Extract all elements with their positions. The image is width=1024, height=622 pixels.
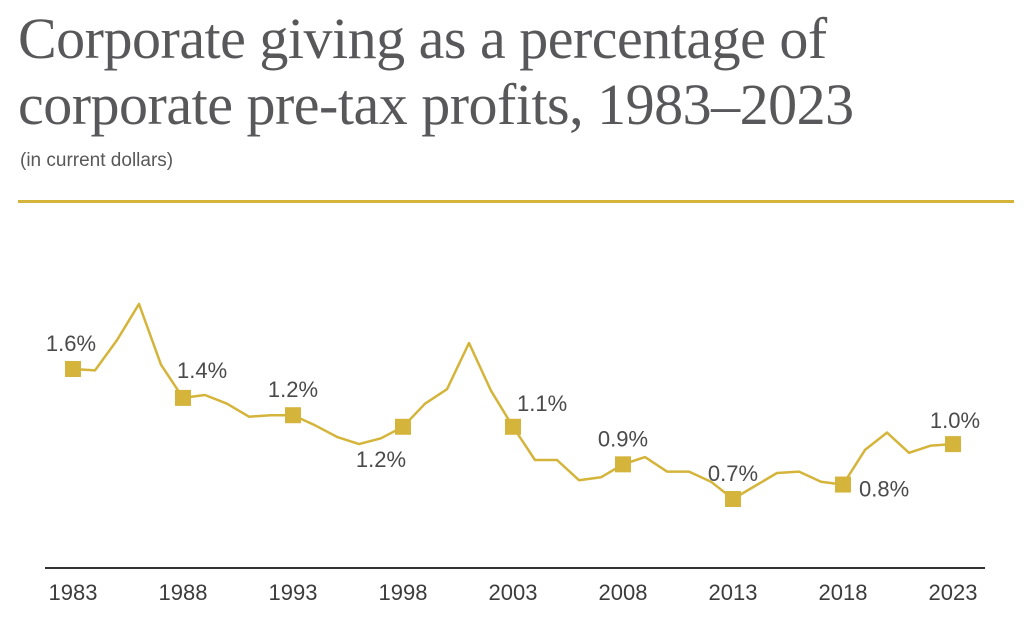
x-tick-label: 2013 <box>709 580 758 605</box>
data-marker-2008 <box>615 456 631 473</box>
data-marker-2013 <box>725 491 741 507</box>
data-markers <box>65 361 961 507</box>
data-marker-2003 <box>505 418 521 435</box>
chart-subtitle: (in current dollars) <box>20 150 174 171</box>
data-marker-2018 <box>835 476 851 493</box>
data-marker-1988 <box>175 389 191 406</box>
data-labels: 1.6% 1.4% 1.2% 1.2% 1.1% 0.9% 0.7% 0.8% 1.0% <box>46 331 980 502</box>
data-label-2003: 1.1% <box>517 391 567 416</box>
data-marker-1993 <box>285 407 301 424</box>
x-tick-label: 2018 <box>819 580 868 605</box>
data-label-1983: 1.6% <box>46 331 96 356</box>
data-label-1998: 1.2% <box>356 447 406 472</box>
data-label-2018: 0.8% <box>859 477 909 502</box>
series-line <box>72 302 954 501</box>
data-marker-1983 <box>65 361 81 377</box>
chart-title: Corporate giving as a percentage of corp… <box>18 6 854 137</box>
x-tick-label: 2003 <box>489 580 538 605</box>
data-marker-2023 <box>945 436 961 453</box>
data-label-2023: 1.0% <box>930 408 980 433</box>
title-divider <box>18 200 1014 203</box>
data-label-1993: 1.2% <box>268 377 318 402</box>
x-tick-label: 1998 <box>379 580 428 605</box>
x-tick-label: 1988 <box>159 580 208 605</box>
data-label-1988: 1.4% <box>177 358 227 383</box>
x-tick-label: 2023 <box>929 580 978 605</box>
x-axis-ticks: 1983 1988 1993 1998 2003 2008 2013 2018 2023 <box>49 580 978 605</box>
data-label-2013: 0.7% <box>708 461 758 486</box>
data-marker-1998 <box>395 418 411 435</box>
data-label-2008: 0.9% <box>598 426 648 451</box>
x-tick-label: 1993 <box>269 580 318 605</box>
x-tick-label: 1983 <box>49 580 98 605</box>
x-tick-label: 2008 <box>599 580 648 605</box>
